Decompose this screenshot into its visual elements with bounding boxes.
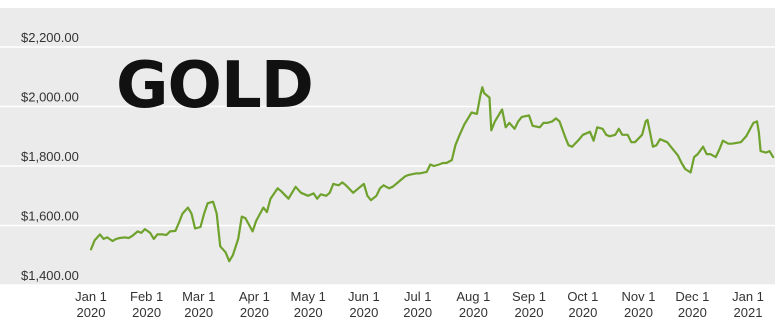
y-tick-label: $2,200.00 — [21, 30, 79, 45]
x-tick-year-label: 2020 — [515, 305, 544, 320]
x-tick-month-label: Jan 1 — [732, 289, 764, 304]
x-tick-year-label: 2020 — [568, 305, 597, 320]
x-tick-month-label: Oct 1 — [567, 289, 598, 304]
x-tick-year-label: 2020 — [678, 305, 707, 320]
y-tick-label: $1,800.00 — [21, 149, 79, 164]
x-tick-year-label: 2021 — [734, 305, 763, 320]
chart-title: GOLD — [116, 49, 313, 123]
x-tick-month-label: Nov 1 — [622, 289, 656, 304]
x-tick-month-label: Dec 1 — [675, 289, 709, 304]
gold-price-line — [89, 86, 775, 263]
y-tick-label: $1,400.00 — [21, 268, 79, 283]
x-tick-month-label: May 1 — [291, 289, 326, 304]
y-tick-label: $1,600.00 — [21, 209, 79, 224]
x-tick-year-label: 2020 — [624, 305, 653, 320]
grid-lines — [0, 46, 775, 286]
x-tick-year-label: 2020 — [459, 305, 488, 320]
x-tick-month-label: Jun 1 — [348, 289, 380, 304]
x-tick-year-label: 2020 — [240, 305, 269, 320]
x-tick-year-label: 2020 — [349, 305, 378, 320]
x-tick-month-label: Mar 1 — [182, 289, 215, 304]
x-tick-year-label: 2020 — [294, 305, 323, 320]
x-tick-month-label: Feb 1 — [130, 289, 163, 304]
x-tick-month-label: Jul 1 — [404, 289, 431, 304]
x-tick-year-label: 2020 — [403, 305, 432, 320]
y-tick-label: $2,000.00 — [21, 90, 79, 105]
x-tick-month-label: Sep 1 — [512, 289, 546, 304]
x-tick-year-label: 2020 — [77, 305, 106, 320]
x-tick-year-label: 2020 — [184, 305, 213, 320]
x-tick-month-label: Apr 1 — [239, 289, 270, 304]
x-tick-year-label: 2020 — [132, 305, 161, 320]
x-tick-month-label: Aug 1 — [456, 289, 490, 304]
x-tick-month-label: Jan 1 — [75, 289, 107, 304]
y-axis: $1,400.00 $1,600.00 $1,800.00 $2,000.00 $2,2… — [21, 30, 79, 283]
